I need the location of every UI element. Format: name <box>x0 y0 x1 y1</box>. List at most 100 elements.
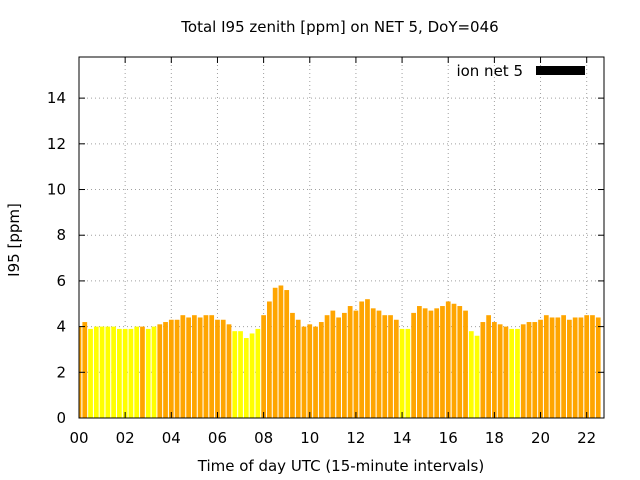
bar <box>226 324 232 418</box>
bar <box>174 319 180 418</box>
bar <box>220 319 226 418</box>
bar <box>163 322 168 418</box>
x-tick-label: 22 <box>577 429 596 447</box>
ticks <box>78 57 604 419</box>
bar <box>353 310 359 418</box>
x-axis-label: Time of day UTC (15-minute intervals) <box>197 457 484 475</box>
bar <box>532 322 538 418</box>
bar <box>428 310 434 418</box>
bar <box>468 331 474 418</box>
bar <box>111 326 116 418</box>
bar <box>382 315 388 418</box>
bar <box>445 301 451 418</box>
x-tick-label: 08 <box>254 429 273 447</box>
legend-label: ion net 5 <box>456 62 523 80</box>
bar <box>451 303 457 418</box>
bar <box>295 319 301 418</box>
bar <box>192 315 197 418</box>
bar <box>555 317 561 418</box>
y-tick-label: 4 <box>56 318 66 336</box>
bar <box>145 328 151 418</box>
bar <box>157 324 163 418</box>
bar <box>290 312 295 418</box>
bar <box>520 324 526 418</box>
bar <box>480 322 486 418</box>
bar <box>255 328 261 418</box>
bar <box>376 310 382 418</box>
x-tick-label: 12 <box>346 429 365 447</box>
bar <box>330 310 336 418</box>
x-tick-label: 06 <box>208 429 227 447</box>
bar <box>503 326 509 418</box>
bar <box>203 315 209 418</box>
bar <box>209 315 215 418</box>
bar <box>99 326 105 418</box>
y-tick-label: 2 <box>56 363 66 381</box>
bar <box>140 326 145 418</box>
x-tick-label: 00 <box>69 429 88 447</box>
bar <box>492 322 497 418</box>
bar <box>215 319 220 418</box>
bar <box>272 287 278 418</box>
y-tick-label: 14 <box>47 89 66 107</box>
bar <box>561 315 566 418</box>
bar <box>365 299 370 418</box>
bar <box>440 306 445 418</box>
y-tick-label: 12 <box>47 135 66 153</box>
bar <box>186 317 191 418</box>
bar <box>324 315 330 418</box>
bar <box>388 315 393 418</box>
bar <box>463 310 468 418</box>
bar <box>336 317 341 418</box>
bar <box>474 335 480 418</box>
bar <box>578 317 584 418</box>
chart-title: Total I95 zenith [ppm] on NET 5, DoY=046 <box>180 18 498 36</box>
bar <box>572 317 578 418</box>
bar <box>526 322 532 418</box>
y-tick-label: 8 <box>56 226 66 244</box>
x-tick-label: 16 <box>439 429 458 447</box>
bar <box>399 328 405 418</box>
bar <box>232 331 238 418</box>
bar <box>359 301 365 418</box>
bar <box>497 324 503 418</box>
bar <box>180 315 186 418</box>
bar <box>434 308 440 418</box>
bar <box>243 338 249 418</box>
bar <box>538 319 543 418</box>
bar <box>82 322 88 418</box>
y-axis-label: I95 [ppm] <box>5 203 23 277</box>
y-tick-label: 6 <box>56 272 66 290</box>
bar <box>168 319 174 418</box>
x-tick-label: 04 <box>162 429 181 447</box>
x-tick-label: 20 <box>531 429 550 447</box>
bar <box>93 326 99 418</box>
x-tick-label: 14 <box>393 429 412 447</box>
bar <box>134 326 140 418</box>
y-tick-label: 10 <box>47 181 66 199</box>
bar <box>457 306 463 418</box>
bar <box>313 326 318 418</box>
bar <box>549 317 555 418</box>
bar <box>405 328 411 418</box>
bar <box>486 315 491 418</box>
bar <box>347 306 353 418</box>
plot-frame <box>78 56 605 419</box>
bar <box>128 328 134 418</box>
bar <box>238 331 243 418</box>
bars <box>79 285 601 418</box>
bar <box>417 306 422 418</box>
bar <box>284 290 290 418</box>
bar <box>411 312 416 418</box>
bar <box>567 319 572 418</box>
bar <box>105 326 111 418</box>
bar <box>590 315 595 418</box>
bar <box>307 324 313 418</box>
bar <box>278 285 284 418</box>
bar <box>249 333 255 418</box>
bar <box>88 328 93 418</box>
bar <box>197 317 203 418</box>
bar <box>595 317 601 418</box>
legend-swatch <box>536 66 585 75</box>
bar <box>509 328 515 418</box>
